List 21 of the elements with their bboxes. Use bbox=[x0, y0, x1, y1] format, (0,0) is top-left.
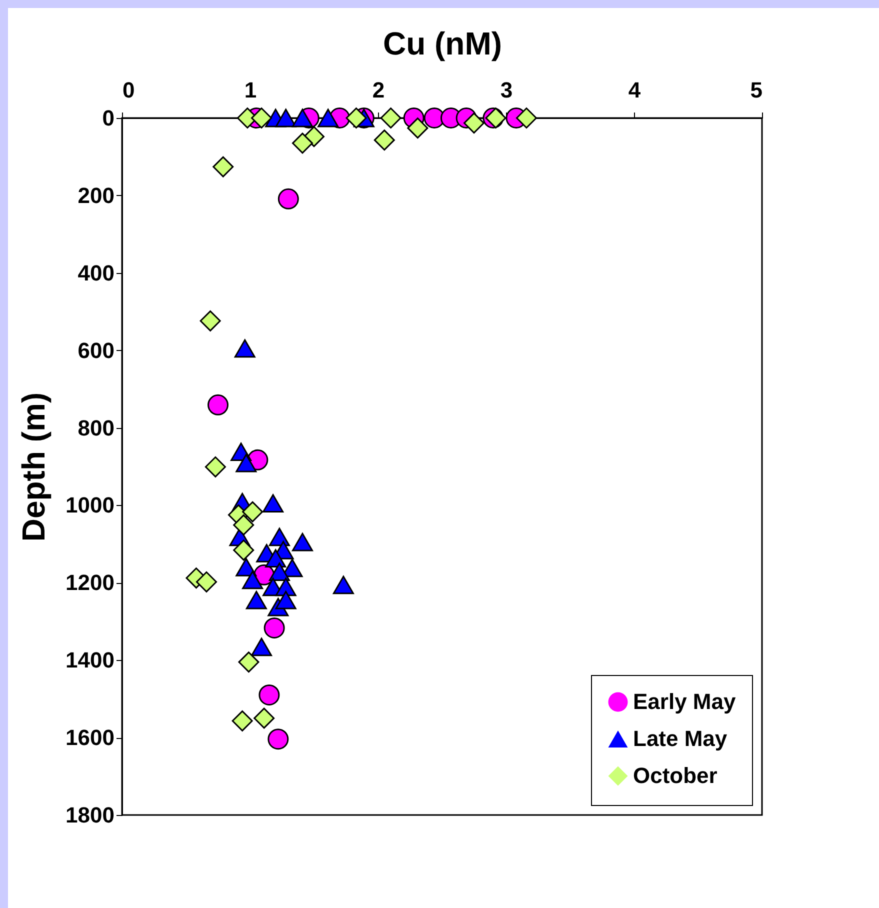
y-tick-label: 1000 bbox=[66, 492, 114, 518]
x-tick-label: 3 bbox=[500, 78, 513, 102]
y-tick-label: 200 bbox=[78, 182, 114, 208]
x-tick-label: 2 bbox=[372, 78, 385, 102]
y-tick-label: 1600 bbox=[66, 725, 114, 750]
x-tick-label: 4 bbox=[628, 78, 642, 102]
x-tick-label: 1 bbox=[244, 78, 257, 102]
legend-label: Early May bbox=[633, 689, 736, 714]
y-tick-label: 600 bbox=[78, 338, 114, 363]
y-tick-label: 1800 bbox=[66, 802, 114, 828]
y-tick-label: 800 bbox=[78, 415, 114, 440]
legend-label: Late May bbox=[633, 726, 728, 751]
x-tick-label: 0 bbox=[122, 78, 135, 102]
y-tick-label: 1400 bbox=[66, 648, 114, 673]
legend-label: October bbox=[633, 763, 718, 788]
y-tick-label: 0 bbox=[102, 106, 114, 130]
y-axis-title: Depth (m) bbox=[16, 392, 52, 542]
y-tick-label: 400 bbox=[78, 260, 114, 286]
x-tick-label: 5 bbox=[750, 78, 762, 102]
x-axis-title: Cu (nM) bbox=[382, 26, 502, 62]
y-tick-label: 1200 bbox=[66, 570, 114, 596]
